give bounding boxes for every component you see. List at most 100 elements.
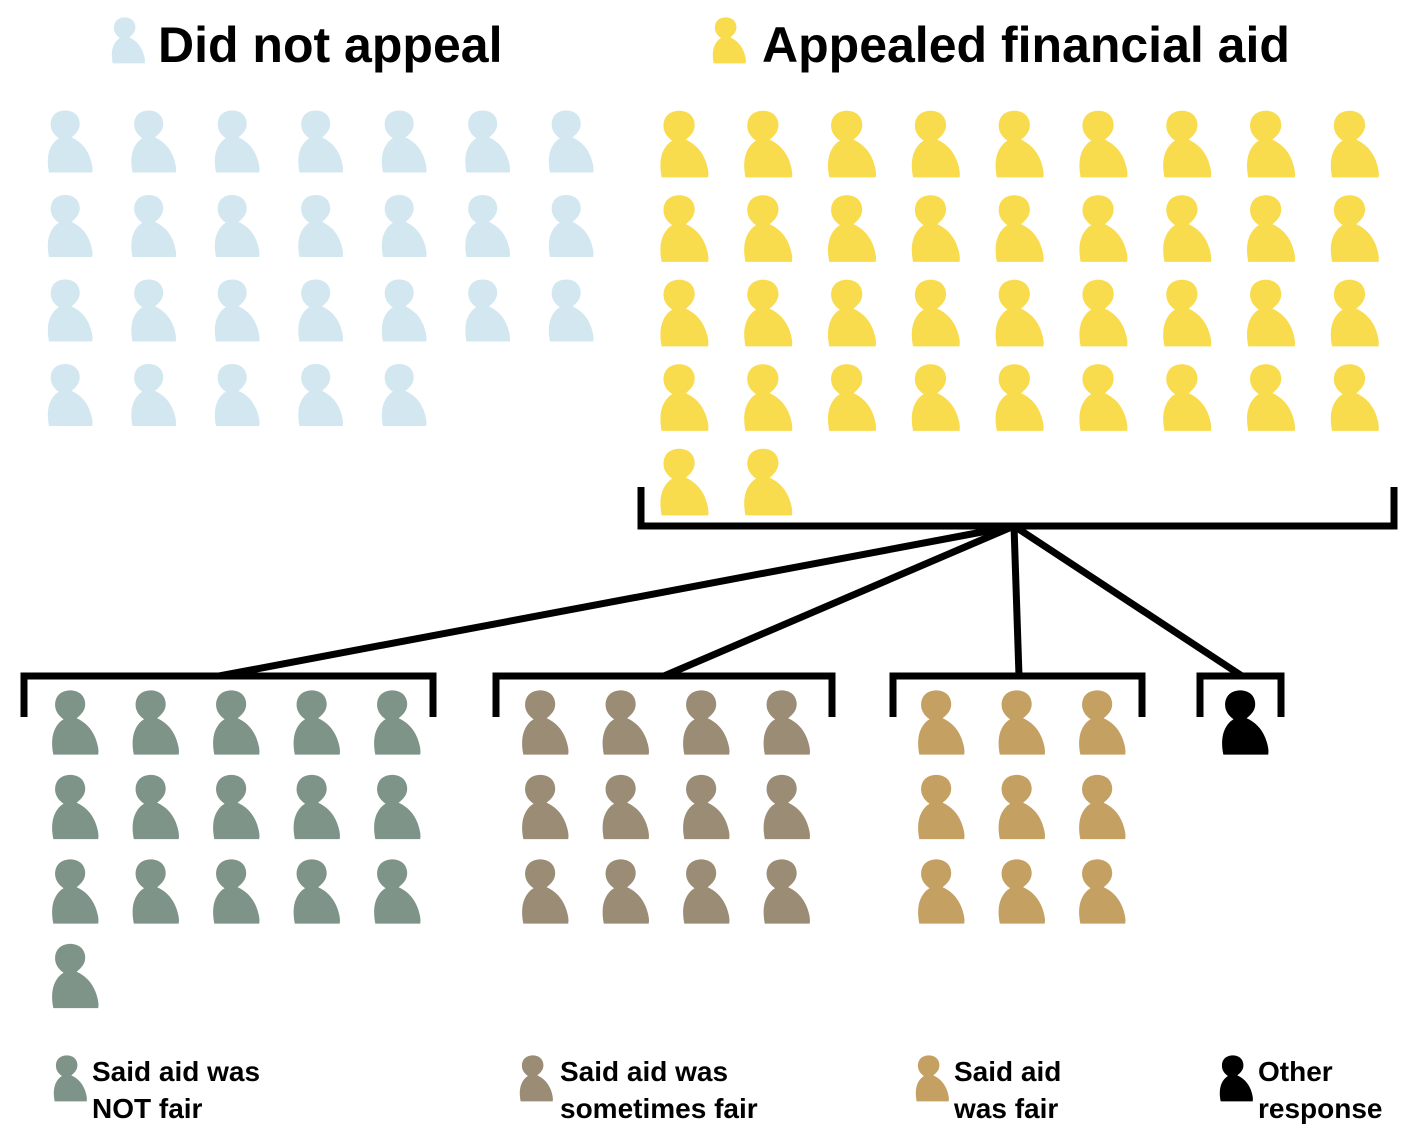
- did-not-appeal-person-icon: [548, 110, 594, 173]
- did-not-appeal-person-icon: [47, 110, 93, 173]
- sometimes-fair-person-icon: [683, 859, 730, 924]
- not-fair-person-icon: [293, 690, 340, 755]
- connector-not-fair: [218, 522, 1015, 680]
- not-fair-person-icon: [374, 774, 421, 840]
- did-not-appeal-person-icon: [131, 364, 177, 426]
- not-fair-person-icon: [52, 690, 99, 755]
- connector-other: [1012, 523, 1244, 679]
- legend-fair-icon: [915, 1055, 949, 1102]
- sometimes-fair-person-icon: [602, 774, 649, 840]
- appealed-person-icon: [1163, 364, 1212, 431]
- did-not-appeal-person-icon: [548, 195, 594, 257]
- appealed-person-icon: [1163, 279, 1212, 347]
- did-not-appeal-person-icon: [381, 195, 427, 257]
- did-not-appeal-person-icon: [298, 364, 344, 426]
- appealed-person-icon: [1246, 195, 1296, 262]
- appealed-person-icon: [827, 195, 877, 262]
- legend-item-not-fair: Said aid was NOT fair: [53, 1055, 260, 1124]
- sometimes-fair-person-icon: [602, 690, 649, 755]
- connector-fair: [1010, 525, 1023, 677]
- not-fair-person-icon: [132, 774, 179, 840]
- did-not-appeal-person-icon: [47, 364, 93, 426]
- appealed-person-icon: [995, 110, 1044, 178]
- not-fair-person-icon: [293, 859, 340, 924]
- appealed-person-icon: [911, 110, 960, 178]
- did-not-appeal-person-icon: [47, 195, 93, 257]
- appealed-person-icon: [1163, 195, 1212, 262]
- did-not-appeal-person-icon: [298, 279, 344, 342]
- appealed-person-icon: [660, 110, 709, 178]
- legend-other-line2: response: [1258, 1093, 1383, 1124]
- not-fair-person-icon: [374, 859, 421, 924]
- grid-did-not-appeal: [47, 110, 594, 426]
- appealed-person-icon: [1079, 279, 1128, 347]
- fair-person-icon: [918, 690, 965, 755]
- legend-other-line1: Other: [1258, 1056, 1333, 1087]
- legend-not-fair-line2: NOT fair: [92, 1093, 203, 1124]
- sometimes-fair-person-icon: [683, 774, 730, 840]
- not-fair-person-icon: [52, 859, 99, 924]
- did-not-appeal-person-icon: [214, 195, 260, 257]
- appealed-key-icon: [712, 17, 746, 64]
- did-not-appeal-person-icon: [131, 279, 177, 342]
- legend-other-icon: [1219, 1055, 1253, 1102]
- fair-person-icon: [998, 774, 1045, 840]
- legend-item-other: Other response: [1219, 1055, 1383, 1124]
- fair-person-icon: [918, 774, 965, 840]
- appealed-person-icon: [660, 195, 709, 262]
- appealed-person-icon: [744, 195, 793, 262]
- did-not-appeal-person-icon: [548, 279, 594, 342]
- did-not-appeal-person-icon: [465, 279, 511, 342]
- not-fair-person-icon: [293, 774, 340, 840]
- fair-person-icon: [1079, 690, 1126, 755]
- appealed-person-icon: [827, 279, 877, 347]
- legend-item-sometimes-fair: Said aid was sometimes fair: [519, 1055, 758, 1124]
- appealed-person-icon: [1246, 110, 1296, 178]
- appealed-person-icon: [1330, 110, 1379, 178]
- appealed-person-icon: [911, 195, 960, 262]
- not-fair-person-icon: [213, 859, 260, 924]
- fair-person-icon: [1079, 774, 1126, 840]
- did-not-appeal-person-icon: [214, 110, 260, 173]
- legend-item-fair: Said aid was fair: [915, 1055, 1061, 1124]
- not-fair-person-icon: [132, 690, 179, 755]
- did-not-appeal-person-icon: [214, 279, 260, 342]
- header-did-not-appeal: Did not appeal: [111, 17, 502, 73]
- connector-sometimes-fair: [662, 522, 1016, 680]
- not-fair-person-icon: [52, 943, 99, 1009]
- appealed-title: Appealed financial aid: [762, 17, 1290, 73]
- did-not-appeal-title: Did not appeal: [158, 17, 502, 73]
- legend-sometimes-fair-line2: sometimes fair: [560, 1093, 758, 1124]
- did-not-appeal-person-icon: [381, 364, 427, 426]
- appealed-person-icon: [827, 110, 877, 178]
- did-not-appeal-person-icon: [381, 279, 427, 342]
- appealed-person-icon: [1079, 195, 1128, 262]
- not-fair-person-icon: [132, 859, 179, 924]
- appealed-person-icon: [1330, 195, 1379, 262]
- appealed-person-icon: [1079, 110, 1128, 178]
- appealed-person-icon: [744, 448, 793, 516]
- legend: Said aid was NOT fair Said aid was somet…: [53, 1055, 1383, 1124]
- appealed-person-icon: [1163, 110, 1212, 178]
- appealed-person-icon: [744, 279, 793, 347]
- grid-fair: [918, 690, 1126, 924]
- legend-sometimes-fair-line1: Said aid was: [560, 1056, 728, 1087]
- fair-person-icon: [1079, 859, 1126, 924]
- sometimes-fair-person-icon: [602, 859, 649, 924]
- appealed-person-icon: [995, 279, 1044, 347]
- appealed-person-icon: [744, 364, 793, 431]
- fair-person-icon: [998, 859, 1045, 924]
- sometimes-fair-person-icon: [683, 690, 730, 755]
- appealed-person-icon: [1330, 279, 1379, 347]
- not-fair-person-icon: [213, 690, 260, 755]
- fair-person-icon: [918, 859, 965, 924]
- sometimes-fair-person-icon: [522, 690, 569, 755]
- appealed-person-icon: [1246, 279, 1296, 347]
- appealed-person-icon: [995, 364, 1044, 431]
- appealed-person-icon: [660, 364, 709, 431]
- did-not-appeal-person-icon: [131, 195, 177, 257]
- sometimes-fair-person-icon: [522, 859, 569, 924]
- did-not-appeal-person-icon: [214, 364, 260, 426]
- not-fair-person-icon: [52, 774, 99, 840]
- did-not-appeal-person-icon: [381, 110, 427, 173]
